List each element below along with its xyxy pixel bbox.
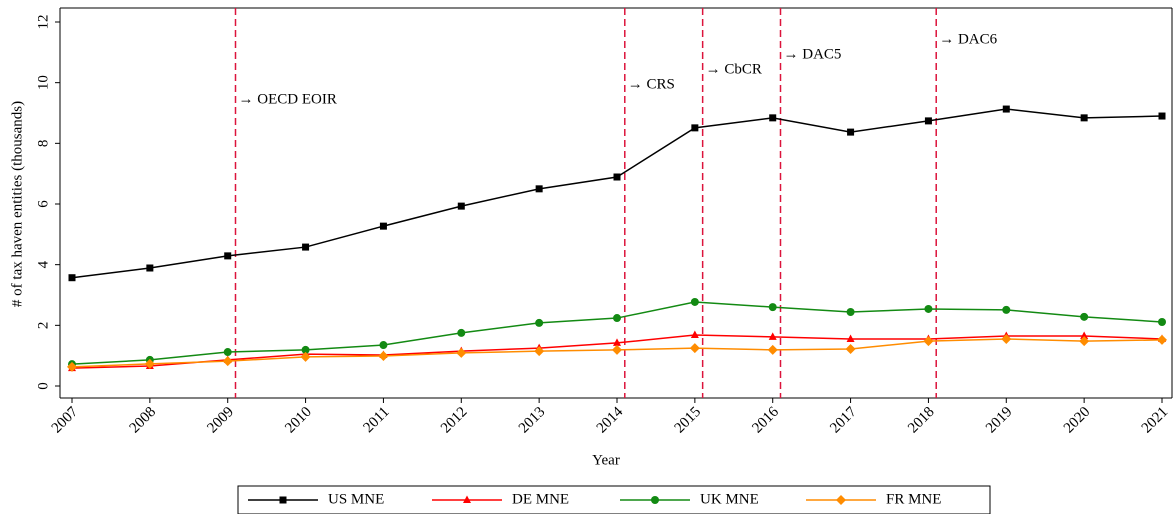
marker	[1158, 112, 1166, 120]
x-tick-label: 2011	[361, 404, 393, 436]
legend-label: US MNE	[328, 491, 384, 507]
marker	[535, 318, 544, 327]
x-tick-label: 2008	[127, 404, 160, 437]
marker	[1157, 334, 1167, 345]
marker	[691, 124, 699, 132]
marker	[300, 351, 311, 362]
x-tick-label: 2021	[1139, 404, 1172, 437]
legend-label: FR MNE	[886, 491, 941, 507]
x-axis-label: Year	[592, 452, 620, 468]
marker	[534, 346, 545, 357]
x-tick-label: 2020	[1061, 404, 1094, 437]
marker	[612, 344, 622, 355]
marker	[836, 495, 846, 505]
marker	[1158, 317, 1166, 326]
marker	[613, 173, 621, 181]
y-tick-label: 0	[35, 382, 51, 390]
marker	[846, 307, 855, 316]
marker	[535, 185, 543, 193]
x-tick-label: 2017	[827, 404, 860, 437]
marker	[613, 314, 621, 323]
marker	[302, 243, 310, 251]
event-label: → CRS	[628, 76, 675, 92]
marker	[613, 338, 621, 346]
x-tick-label: 2019	[983, 404, 1016, 437]
legend-label: DE MNE	[512, 491, 569, 507]
event-label: → CbCR	[706, 61, 762, 77]
marker	[767, 344, 778, 355]
marker	[845, 343, 856, 354]
y-axis-label: # of tax haven entities (thousands)	[9, 101, 25, 307]
event-label: → DAC6	[939, 31, 997, 47]
marker	[146, 264, 154, 272]
marker	[768, 332, 777, 340]
y-tick-label: 6	[35, 200, 51, 208]
marker	[689, 343, 700, 354]
marker	[457, 202, 465, 210]
marker	[924, 117, 932, 125]
marker	[224, 252, 232, 260]
marker	[1002, 105, 1010, 113]
marker	[68, 274, 76, 282]
marker	[847, 128, 855, 136]
x-tick-label: 2015	[672, 404, 705, 437]
x-tick-label: 2013	[516, 404, 549, 437]
marker	[144, 358, 155, 369]
marker	[279, 496, 287, 504]
x-tick-label: 2014	[594, 404, 627, 437]
marker	[379, 222, 387, 230]
marker	[379, 341, 388, 350]
marker	[690, 297, 699, 306]
y-tick-label: 4	[35, 260, 51, 268]
marker	[924, 304, 933, 313]
marker	[651, 496, 659, 504]
x-tick-label: 2012	[438, 404, 471, 437]
marker	[846, 334, 855, 342]
legend-box	[237, 485, 991, 514]
marker	[1080, 114, 1088, 122]
y-tick-label: 2	[35, 322, 51, 330]
legend-label: UK MNE	[700, 491, 759, 507]
marker	[1001, 333, 1012, 344]
event-label: → DAC5	[784, 46, 842, 62]
marker	[67, 361, 77, 372]
marker	[1080, 331, 1089, 339]
marker	[923, 336, 934, 347]
marker	[690, 330, 699, 339]
x-tick-label: 2010	[282, 404, 315, 437]
marker	[456, 347, 467, 358]
marker	[1002, 305, 1011, 314]
marker	[301, 345, 310, 354]
marker	[378, 350, 389, 361]
y-tick-label: 10	[35, 75, 51, 90]
x-tick-label: 2007	[49, 404, 82, 437]
marker	[463, 495, 471, 503]
marker	[222, 356, 233, 367]
y-tick-label: 8	[35, 140, 51, 148]
marker	[1080, 312, 1089, 321]
marker	[769, 114, 777, 122]
y-tick-label: 12	[35, 15, 51, 30]
marker	[223, 348, 232, 357]
x-tick-label: 2009	[204, 404, 237, 437]
marker	[768, 303, 777, 312]
marker	[1079, 336, 1090, 347]
x-tick-label: 2016	[749, 404, 782, 437]
x-tick-label: 2018	[905, 404, 938, 437]
event-label: → OECD EOIR	[239, 91, 337, 107]
marker	[457, 328, 466, 337]
